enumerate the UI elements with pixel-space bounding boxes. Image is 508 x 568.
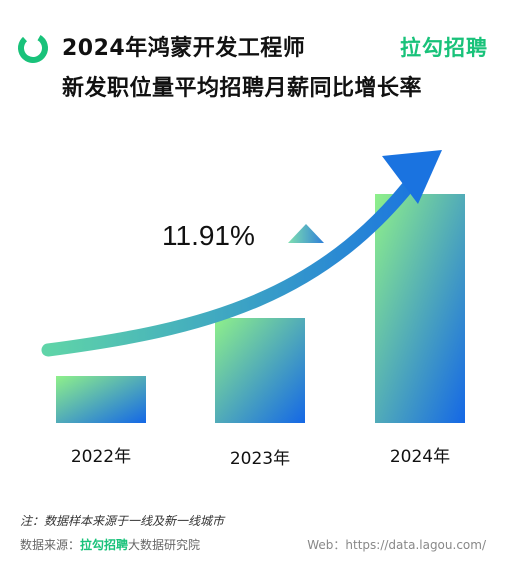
trend-arrow-head-icon [382, 150, 442, 204]
bar-3 [375, 194, 465, 423]
x-tick-label: 2024年 [390, 447, 450, 467]
source-prefix: 数据来源： [20, 538, 81, 552]
brand-name: 拉勾招聘 [400, 36, 488, 60]
footnote: 注：数据样本来源于一线及新一线城市 [20, 514, 225, 528]
bar-2 [215, 318, 305, 423]
chart-title-line2: 新发职位量平均招聘月薪同比增长率 [62, 76, 423, 101]
source-suffix: 大数据研究院 [128, 538, 201, 552]
x-tick-label: 2023年 [230, 449, 290, 469]
growth-annotation: 11.91% [162, 220, 255, 251]
bar-1 [56, 376, 146, 423]
bar-chart: 2022年 2023年 2024年 11.91% [41, 150, 465, 469]
x-tick-label: 2022年 [71, 447, 131, 467]
source-brand: 拉勾招聘 [80, 538, 129, 552]
trend-arrow [41, 153, 435, 357]
brand-logo-icon [18, 33, 48, 63]
website-link[interactable]: Web：https://data.lagou.com/ [307, 538, 486, 552]
triangle-up-icon [288, 224, 324, 243]
data-source: 数据来源：拉勾招聘大数据研究院 [20, 536, 200, 553]
chart-title-line1: 2024年鸿蒙开发工程师 [62, 36, 306, 61]
